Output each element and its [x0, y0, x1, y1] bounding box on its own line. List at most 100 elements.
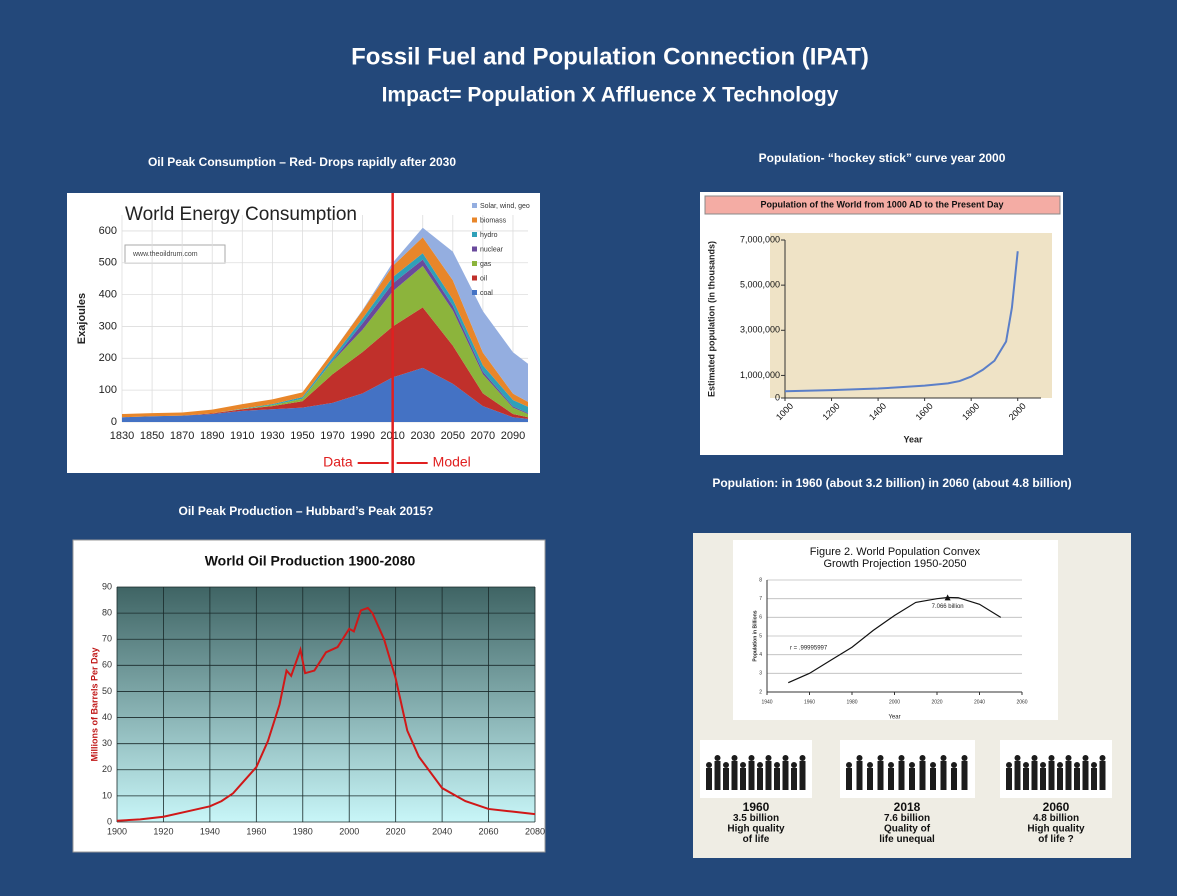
- figure-body: [740, 768, 746, 790]
- legend-label: gas: [480, 261, 492, 268]
- y-tick-label: 600: [99, 225, 117, 237]
- legend-label: hydro: [480, 232, 498, 239]
- y-tick-label: 7: [759, 596, 762, 602]
- figure-body: [1049, 761, 1055, 790]
- chart-title: World Energy Consumption: [125, 204, 357, 225]
- caption: Population: in 1960 (about 3.2 billion) …: [712, 476, 1071, 490]
- group-caption: 1960: [743, 800, 770, 814]
- x-tick-label: 2080: [525, 826, 545, 836]
- chart-title: World Oil Production 1900-2080: [205, 553, 416, 569]
- figure-head: [783, 755, 789, 761]
- figure-body: [1074, 768, 1080, 790]
- figure-body: [888, 768, 894, 790]
- y-tick-label: 0: [107, 816, 112, 826]
- y-tick-label: 8: [759, 577, 762, 583]
- y-tick-label: 0: [775, 392, 780, 402]
- legend-label: nuclear: [480, 246, 504, 253]
- legend-swatch: [472, 276, 477, 281]
- figure-head: [1066, 755, 1072, 761]
- figure-head: [1015, 755, 1021, 761]
- legend-label: coal: [480, 290, 493, 297]
- figure-body: [920, 761, 926, 790]
- x-tick-label: 1980: [846, 699, 857, 705]
- figure-head: [1032, 755, 1038, 761]
- figure-head: [930, 762, 936, 768]
- figure-body: [1023, 768, 1029, 790]
- figure-body: [941, 761, 947, 790]
- x-tick-label: 2020: [386, 826, 406, 836]
- people-images: 19603.5 billionHigh qualityof life20187.…: [700, 740, 1112, 845]
- x-tick-label: 2040: [974, 699, 985, 705]
- figure-body: [1083, 761, 1089, 790]
- source-note: www.theoildrum.com: [132, 251, 198, 258]
- figure-head: [1074, 762, 1080, 768]
- x-tick-label: 1940: [200, 826, 220, 836]
- figure-body: [1015, 761, 1021, 790]
- figure-head: [1023, 762, 1029, 768]
- x-tick-label: 1960: [804, 699, 815, 705]
- divider-label: Model: [433, 454, 471, 470]
- group-caption: 3.5 billion: [733, 813, 779, 824]
- figure-body: [1091, 768, 1097, 790]
- legend-swatch: [472, 218, 477, 223]
- y-tick-label: 400: [99, 289, 117, 301]
- legend-label: biomass: [480, 217, 507, 224]
- y-tick-label: 50: [102, 686, 112, 696]
- figure-head: [867, 762, 873, 768]
- x-tick-label: 1900: [107, 826, 127, 836]
- figure-head: [1100, 755, 1106, 761]
- group-caption: High quality: [727, 824, 785, 835]
- group-caption: life unequal: [879, 834, 935, 845]
- x-tick-label: 1910: [230, 430, 254, 442]
- legend-swatch: [472, 203, 477, 208]
- x-tick-label: 1940: [761, 699, 772, 705]
- y-tick-label: 300: [99, 320, 117, 332]
- divider-label: Data: [323, 454, 353, 470]
- figure-body: [1006, 768, 1012, 790]
- y-tick-label: 3: [759, 671, 762, 677]
- figure-body: [715, 761, 721, 790]
- x-tick-label: 2050: [441, 430, 465, 442]
- group-caption: High quality: [1027, 824, 1085, 835]
- figure-body: [766, 761, 772, 790]
- figure-body: [909, 768, 915, 790]
- x-tick-label: 2030: [410, 430, 434, 442]
- figure-body: [1057, 768, 1063, 790]
- figure-head: [1083, 755, 1089, 761]
- figure-head: [791, 762, 797, 768]
- figure-body: [749, 761, 755, 790]
- y-axis-label: Population in Billions: [752, 610, 758, 661]
- figure-head: [1057, 762, 1063, 768]
- figure-head: [878, 755, 884, 761]
- figure-head: [723, 762, 729, 768]
- x-tick-label: 2000: [339, 826, 359, 836]
- x-tick-label: 1920: [153, 826, 173, 836]
- figure-head: [941, 755, 947, 761]
- figure-body: [757, 768, 763, 790]
- y-tick-label: 500: [99, 257, 117, 269]
- y-tick-label: 30: [102, 738, 112, 748]
- x-tick-label: 2000: [889, 699, 900, 705]
- figure-head: [732, 755, 738, 761]
- figure-head: [857, 755, 863, 761]
- figure-body: [791, 768, 797, 790]
- legend-swatch: [472, 261, 477, 266]
- y-tick-label: 80: [102, 607, 112, 617]
- figure-head: [920, 755, 926, 761]
- x-tick-label: 2090: [501, 430, 525, 442]
- figure-head: [749, 755, 755, 761]
- legend-label: oil: [480, 275, 487, 282]
- x-tick-label: 1830: [110, 430, 134, 442]
- y-axis-label: Estimated population (in thousands): [706, 241, 716, 397]
- y-tick-label: 1,000,000: [740, 370, 780, 380]
- figure-head: [951, 762, 957, 768]
- caption: Population- “hockey stick” curve year 20…: [759, 151, 1006, 165]
- y-tick-label: 20: [102, 764, 112, 774]
- x-tick-label: 1950: [290, 430, 314, 442]
- figure-head: [888, 762, 894, 768]
- y-tick-label: 6: [759, 615, 762, 621]
- x-tick-label: 1970: [320, 430, 344, 442]
- group-caption: 4.8 billion: [1033, 813, 1079, 824]
- y-axis-label: Millions of Barrels Per Day: [89, 647, 99, 761]
- x-tick-label: 1890: [200, 430, 224, 442]
